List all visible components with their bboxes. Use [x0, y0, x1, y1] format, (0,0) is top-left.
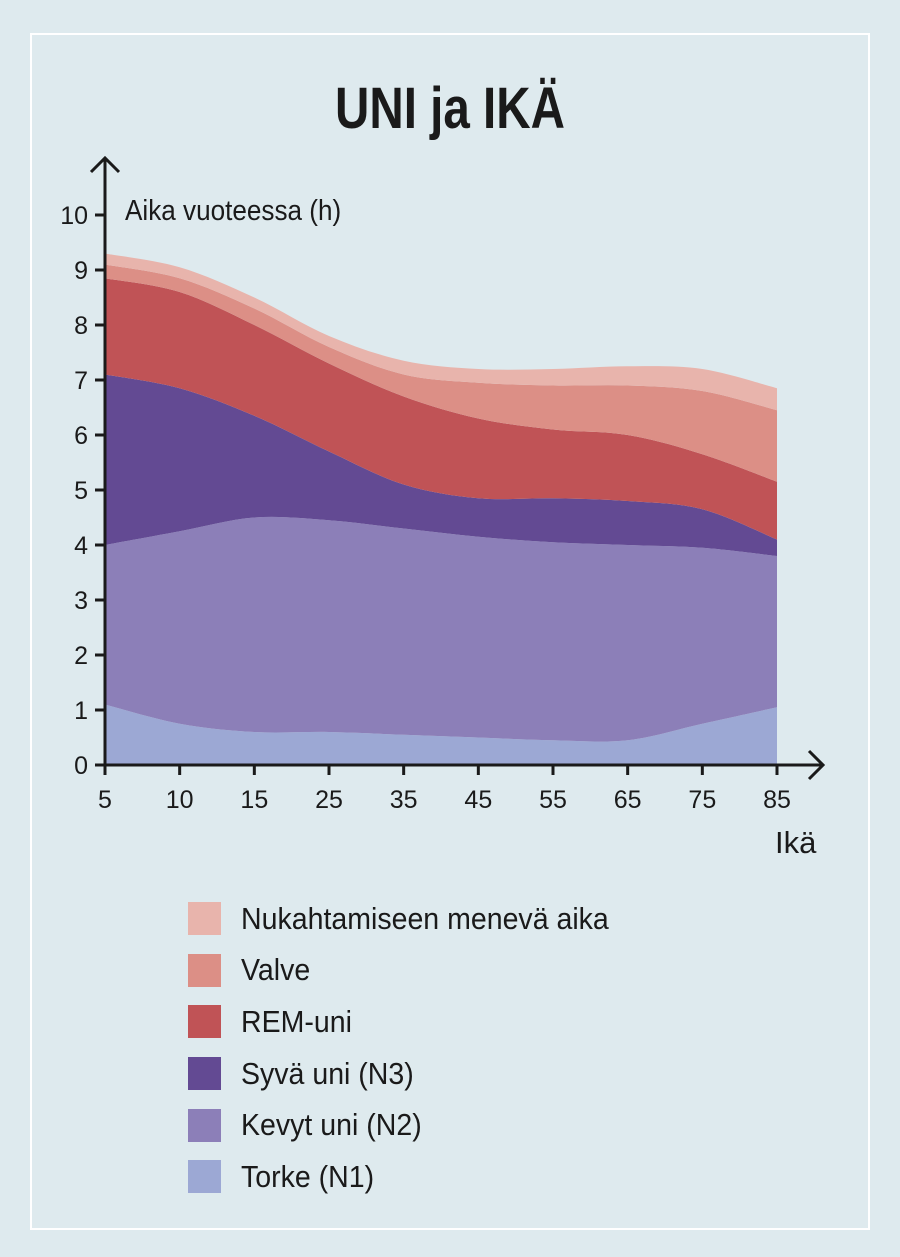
y-tick-label: 4: [74, 532, 88, 560]
y-tick-label: 10: [60, 202, 88, 230]
x-axis-arrow-icon: [807, 749, 826, 781]
legend-label: Torke (N1): [241, 1158, 375, 1194]
legend-label: Kevyt uni (N2): [241, 1107, 422, 1143]
legend-item: Valve: [188, 945, 641, 997]
x-tick-label: 55: [539, 786, 567, 814]
legend-item: Syvä uni (N3): [188, 1048, 641, 1100]
legend: Nukahtamiseen menevä aika Valve REM-uni Syv…: [188, 893, 641, 1203]
legend-swatch: [188, 1108, 221, 1142]
y-tick-label: 5: [74, 477, 88, 505]
area-valve: [105, 264, 777, 482]
legend-label: Nukahtamiseen menevä aika: [241, 900, 609, 936]
legend-swatch: [188, 1160, 221, 1194]
x-tick-label: 15: [240, 786, 268, 814]
area-nukahtamiseen-menev-aika: [105, 253, 777, 411]
chart-panel: [30, 33, 870, 1230]
x-tick-label: 85: [763, 786, 791, 814]
x-tick-label: 35: [390, 786, 418, 814]
y-tick-label: 8: [74, 312, 88, 340]
y-tick-label: 2: [74, 642, 88, 670]
y-tick-label: 7: [74, 367, 88, 395]
legend-swatch: [188, 1005, 221, 1039]
x-tick-label: 5: [98, 786, 112, 814]
legend-item: Torke (N1): [188, 1151, 641, 1203]
legend-swatch: [188, 902, 221, 936]
y-tick-label: 6: [74, 422, 88, 450]
legend-item: Kevyt uni (N2): [188, 1099, 641, 1151]
area-kevyt-uni-n2-: [105, 516, 777, 742]
legend-label: REM-uni: [241, 1003, 352, 1039]
y-axis-arrow-icon: [89, 155, 121, 174]
x-tick-label: 65: [614, 786, 642, 814]
chart-title: UNI ja IKÄ: [335, 76, 565, 141]
area-torke-n1-: [105, 704, 777, 765]
legend-item: REM-uni: [188, 996, 641, 1048]
y-tick-label: 3: [74, 587, 88, 615]
y-tick-label: 9: [74, 257, 88, 285]
x-tick-label: 10: [166, 786, 194, 814]
legend-label: Valve: [241, 952, 311, 988]
legend-label: Syvä uni (N3): [241, 1055, 414, 1091]
legend-item: Nukahtamiseen menevä aika: [188, 893, 641, 945]
legend-swatch: [188, 953, 221, 987]
x-tick-label: 75: [688, 786, 716, 814]
x-tick-label: 45: [464, 786, 492, 814]
area-syv-uni-n3-: [105, 374, 777, 556]
x-tick-label: 25: [315, 786, 343, 814]
area-rem-uni: [105, 278, 777, 540]
x-axis-label: Ikä: [775, 825, 817, 860]
y-axis-label: Aika vuoteessa (h): [125, 195, 342, 227]
y-tick-label: 1: [74, 697, 88, 725]
legend-swatch: [188, 1057, 221, 1091]
y-tick-label: 0: [74, 752, 88, 780]
